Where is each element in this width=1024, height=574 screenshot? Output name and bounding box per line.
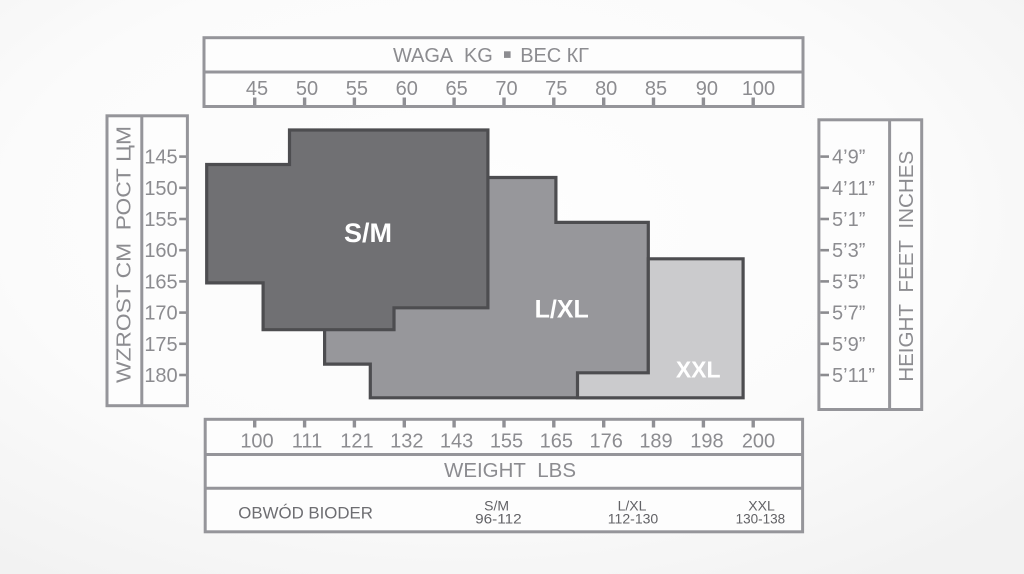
svg-text:75: 75: [545, 78, 567, 100]
svg-text:XXL: XXL: [748, 498, 775, 514]
svg-text:5’1”: 5’1”: [832, 209, 865, 231]
svg-text:90: 90: [696, 78, 718, 100]
svg-text:176: 176: [590, 431, 623, 453]
svg-text:5’7”: 5’7”: [832, 303, 865, 325]
svg-text:4’11”: 4’11”: [832, 178, 875, 200]
svg-text:96-112: 96-112: [475, 511, 522, 527]
svg-text:S/M: S/M: [484, 498, 509, 514]
svg-text:50: 50: [296, 78, 318, 100]
svg-text:WEIGHT LBS: WEIGHT LBS: [444, 460, 576, 482]
svg-text:65: 65: [445, 78, 467, 100]
svg-text:45: 45: [246, 78, 268, 100]
svg-text:160: 160: [144, 240, 177, 262]
svg-text:189: 189: [639, 431, 672, 453]
svg-text:100: 100: [742, 78, 775, 100]
svg-text:5’11”: 5’11”: [832, 365, 875, 387]
svg-text:143: 143: [440, 431, 473, 453]
svg-text:111: 111: [292, 431, 322, 453]
svg-text:5’5”: 5’5”: [832, 271, 865, 293]
svg-text:85: 85: [645, 78, 667, 100]
svg-text:XXL: XXL: [676, 357, 721, 383]
svg-text:175: 175: [144, 334, 177, 356]
svg-text:S/M: S/M: [344, 218, 392, 248]
svg-text:4’9”: 4’9”: [832, 147, 865, 169]
svg-text:WZROST CM РОСТ ЦМ: WZROST CM РОСТ ЦМ: [113, 126, 135, 383]
svg-text:70: 70: [495, 78, 517, 100]
svg-text:OBWÓD BIODER: OBWÓD BIODER: [238, 503, 373, 522]
svg-text:60: 60: [396, 78, 418, 100]
svg-text:165: 165: [144, 271, 177, 293]
svg-text:198: 198: [690, 431, 723, 453]
svg-text:200: 200: [742, 431, 775, 453]
svg-text:150: 150: [144, 178, 177, 200]
svg-text:121: 121: [340, 431, 373, 453]
svg-text:80: 80: [595, 78, 617, 100]
svg-text:100: 100: [240, 431, 273, 453]
svg-text:HEIGHT FEET INCHES: HEIGHT FEET INCHES: [896, 151, 918, 382]
svg-text:155: 155: [144, 209, 177, 231]
svg-text:L/XL: L/XL: [618, 498, 647, 514]
svg-text:55: 55: [346, 78, 368, 100]
svg-text:130-138: 130-138: [736, 511, 786, 527]
svg-text:112-130: 112-130: [608, 511, 659, 527]
svg-text:165: 165: [540, 431, 573, 453]
svg-text:170: 170: [144, 303, 177, 325]
svg-text:155: 155: [490, 431, 523, 453]
svg-text:5’9”: 5’9”: [832, 334, 865, 356]
svg-text:L/XL: L/XL: [535, 296, 589, 324]
svg-text:132: 132: [390, 431, 423, 453]
svg-text:5’3”: 5’3”: [832, 240, 865, 262]
svg-text:180: 180: [144, 365, 177, 387]
svg-text:145: 145: [144, 147, 177, 169]
svg-text:WAGA KG ВЕС КГ: WAGA KG ВЕС КГ: [393, 45, 589, 67]
